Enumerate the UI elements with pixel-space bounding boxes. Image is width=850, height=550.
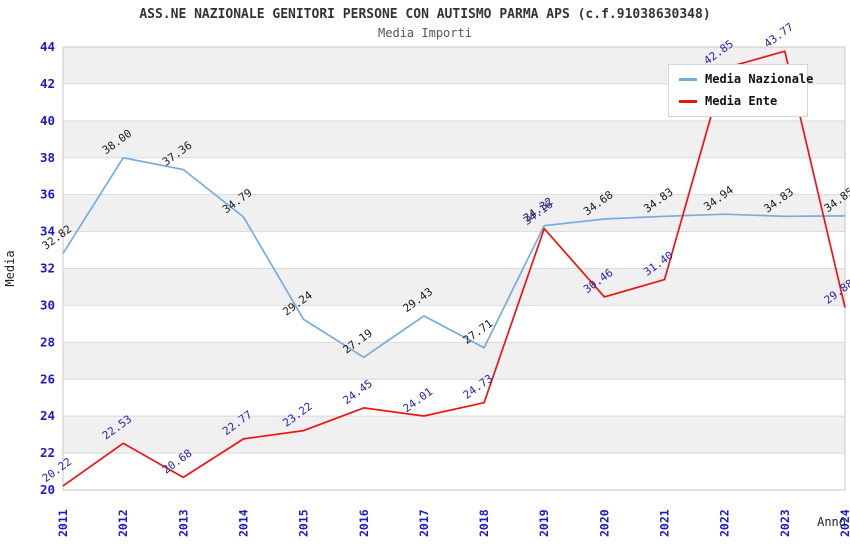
y-tick-label: 24 — [40, 408, 55, 423]
plot-band — [63, 342, 845, 380]
chart-subtitle: Media Importi — [378, 26, 472, 40]
x-tick-label: 2012 — [116, 509, 130, 537]
y-axis-title: Media — [3, 250, 17, 286]
y-tick-label: 26 — [40, 371, 55, 386]
y-tick-label: 30 — [40, 297, 55, 312]
point-label-media-ente: 24.01 — [401, 385, 435, 415]
chart-title: ASS.NE NAZIONALE GENITORI PERSONE CON AU… — [139, 7, 711, 22]
plot-band — [63, 120, 845, 158]
x-tick-label: 2021 — [658, 509, 672, 537]
x-tick-label: 2020 — [597, 509, 611, 537]
x-tick-label: 2011 — [56, 509, 70, 537]
x-tick-label: 2014 — [236, 509, 250, 537]
y-tick-label: 38 — [40, 150, 55, 165]
y-tick-label: 20 — [40, 482, 55, 497]
x-tick-label: 2023 — [778, 509, 792, 537]
x-tick-label: 2024 — [838, 509, 850, 537]
y-tick-label: 34 — [40, 224, 55, 239]
y-tick-label: 22 — [40, 445, 55, 460]
x-tick-label: 2017 — [417, 509, 431, 537]
y-tick-label: 36 — [40, 187, 55, 202]
legend-label-media-nazionale: Media Nazionale — [705, 72, 814, 86]
legend: Media Nazionale Media Ente — [668, 64, 813, 117]
x-tick-label: 2018 — [477, 509, 491, 537]
plot-border — [62, 46, 846, 491]
legend-item-media-ente[interactable]: Media Ente — [679, 94, 799, 108]
legend-label-media-ente: Media Ente — [705, 94, 778, 108]
x-tick-label: 2015 — [297, 509, 311, 537]
x-tick-label: 2022 — [718, 509, 732, 537]
legend-swatch-media-nazionale-icon — [679, 77, 697, 81]
y-tick-label: 44 — [40, 39, 55, 54]
x-tick-label: 2016 — [357, 509, 371, 537]
y-tick-label: 42 — [40, 76, 55, 91]
plot-band — [63, 416, 845, 454]
x-tick-label: 2019 — [537, 509, 551, 537]
x-axis-title: Anno — [817, 515, 846, 529]
plot-band — [63, 194, 845, 232]
y-tick-label: 40 — [40, 113, 55, 128]
y-tick-label: 28 — [40, 334, 55, 349]
legend-item-media-nazionale[interactable]: Media Nazionale — [679, 72, 813, 86]
plot-band — [63, 268, 845, 306]
legend-swatch-media-ente-icon — [679, 99, 697, 103]
series-line-media-nazionale — [62, 156, 846, 359]
y-tick-label: 32 — [40, 261, 55, 276]
x-tick-label: 2013 — [176, 509, 190, 537]
point-label-media-ente: 24.45 — [340, 377, 374, 407]
